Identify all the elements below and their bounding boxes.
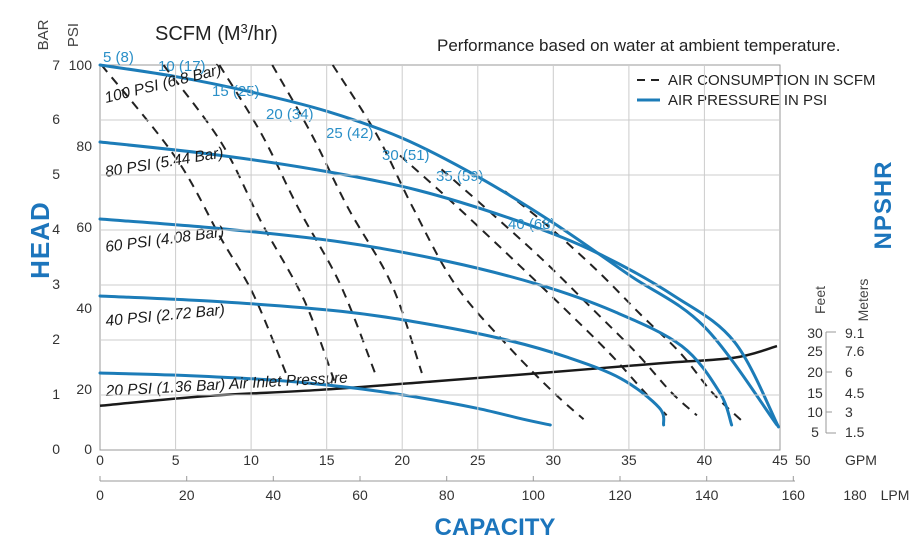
svg-text:4.5: 4.5	[845, 385, 865, 401]
svg-text:100: 100	[69, 57, 93, 73]
svg-text:60: 60	[76, 219, 92, 235]
svg-text:Feet: Feet	[812, 286, 828, 314]
svg-text:80: 80	[76, 138, 92, 154]
svg-text:0: 0	[96, 487, 104, 503]
svg-text:45: 45	[772, 452, 788, 468]
svg-text:50: 50	[795, 452, 811, 468]
svg-text:30: 30	[807, 325, 823, 341]
svg-text:15: 15	[807, 385, 823, 401]
svg-text:20: 20	[394, 452, 410, 468]
svg-text:BAR: BAR	[35, 19, 52, 50]
svg-text:20: 20	[807, 364, 823, 380]
svg-text:25: 25	[470, 452, 486, 468]
svg-text:AIR CONSUMPTION IN SCFM: AIR CONSUMPTION IN SCFM	[668, 72, 876, 89]
svg-text:6: 6	[845, 364, 853, 380]
svg-text:PSI: PSI	[65, 23, 82, 47]
svg-text:9.1: 9.1	[845, 325, 865, 341]
svg-text:SCFM (M3/hr): SCFM (M3/hr)	[155, 21, 278, 46]
svg-text:AIR PRESSURE IN PSI: AIR PRESSURE IN PSI	[668, 92, 827, 109]
svg-text:20: 20	[179, 487, 195, 503]
svg-text:LPM: LPM	[881, 487, 910, 503]
svg-text:3: 3	[845, 404, 853, 420]
svg-text:180: 180	[843, 487, 867, 503]
svg-text:6: 6	[52, 111, 60, 127]
svg-text:5: 5	[172, 452, 180, 468]
svg-text:10: 10	[243, 452, 259, 468]
svg-text:160: 160	[782, 487, 806, 503]
svg-text:Performance based on water at: Performance based on water at ambient te…	[437, 36, 841, 55]
svg-text:5 (8): 5 (8)	[103, 49, 134, 66]
svg-text:Meters: Meters	[855, 279, 871, 322]
svg-text:120: 120	[608, 487, 632, 503]
svg-text:15: 15	[319, 452, 335, 468]
svg-text:60: 60	[352, 487, 368, 503]
svg-text:35 (59): 35 (59)	[436, 168, 484, 185]
svg-text:25 (42): 25 (42)	[326, 125, 374, 142]
svg-text:5: 5	[52, 166, 60, 182]
svg-text:40: 40	[266, 487, 282, 503]
svg-text:140: 140	[695, 487, 719, 503]
svg-text:35: 35	[621, 452, 637, 468]
svg-text:100: 100	[522, 487, 546, 503]
svg-text:5: 5	[811, 424, 819, 440]
svg-text:7.6: 7.6	[845, 343, 865, 359]
svg-text:0: 0	[52, 441, 60, 457]
svg-text:0: 0	[84, 441, 92, 457]
svg-text:15 (25): 15 (25)	[212, 83, 260, 100]
svg-text:10: 10	[807, 404, 823, 420]
svg-text:1: 1	[52, 386, 60, 402]
svg-text:30 (51): 30 (51)	[382, 147, 430, 164]
svg-text:20: 20	[76, 381, 92, 397]
svg-text:GPM: GPM	[845, 452, 877, 468]
svg-text:25: 25	[807, 343, 823, 359]
svg-text:30: 30	[546, 452, 562, 468]
svg-text:CAPACITY: CAPACITY	[435, 514, 556, 541]
svg-text:1.5: 1.5	[845, 424, 865, 440]
svg-text:7: 7	[52, 57, 60, 73]
svg-text:40: 40	[76, 300, 92, 316]
svg-text:80: 80	[439, 487, 455, 503]
svg-text:0: 0	[96, 452, 104, 468]
svg-text:40: 40	[697, 452, 713, 468]
svg-text:2: 2	[52, 331, 60, 347]
